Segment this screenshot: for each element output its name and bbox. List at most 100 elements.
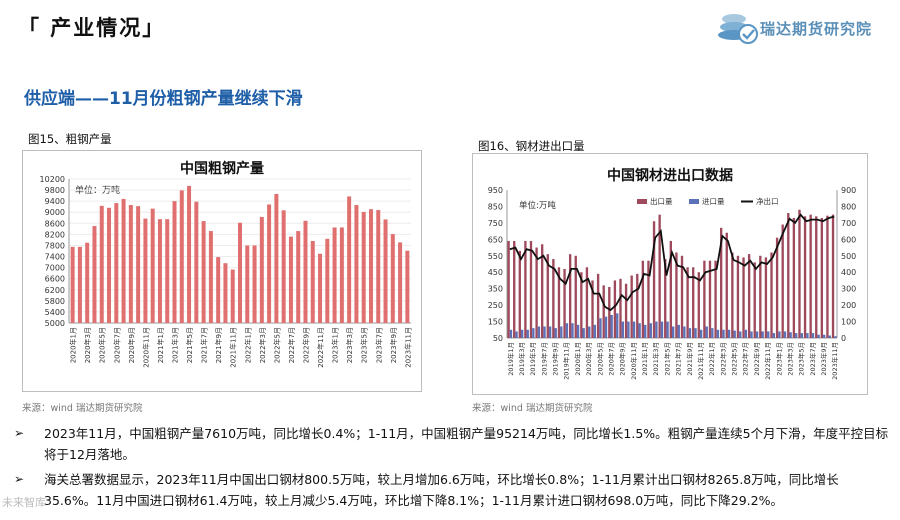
bar xyxy=(237,222,243,323)
bar-import xyxy=(711,328,714,338)
bar-export xyxy=(719,227,723,338)
bar-import xyxy=(699,329,703,338)
bar xyxy=(143,218,148,323)
bar-import xyxy=(576,324,580,338)
bar xyxy=(136,206,141,323)
x-tick-label: 2022年9月 xyxy=(301,327,310,363)
bar xyxy=(339,227,344,323)
bar xyxy=(216,257,221,323)
bar-export xyxy=(770,252,773,338)
x-tick-label: 2022年9月 xyxy=(752,342,761,376)
x-tick-label: 2020年5月 xyxy=(595,342,604,376)
x-tick-label: 2019年7月 xyxy=(539,342,548,376)
bar xyxy=(121,198,126,323)
bar xyxy=(208,231,213,323)
bar-export xyxy=(630,275,633,338)
bar-export xyxy=(596,273,600,338)
bar xyxy=(310,241,315,323)
bar-export xyxy=(798,209,801,338)
bar-export xyxy=(820,217,824,338)
bar xyxy=(354,205,359,323)
bar-import xyxy=(588,326,591,338)
bar-export xyxy=(764,257,768,338)
bar-export xyxy=(602,285,605,338)
bar-import xyxy=(795,333,798,338)
bar-export xyxy=(652,221,656,338)
x-tick-label: 2022年3月 xyxy=(718,342,727,376)
bar xyxy=(332,227,337,323)
y-tick-label: 8600 xyxy=(45,219,65,228)
bar xyxy=(128,205,133,323)
bar-import xyxy=(761,331,764,338)
bar-import xyxy=(571,323,574,338)
bar xyxy=(201,221,206,323)
bar-import xyxy=(666,321,669,338)
x-tick-label: 2021年11月 xyxy=(229,327,238,368)
bar-export xyxy=(557,267,561,338)
bar xyxy=(187,185,192,323)
bar-import xyxy=(739,331,742,338)
x-tick-label: 2019年1月 xyxy=(506,342,515,376)
x-tick-label: 2022年11月 xyxy=(316,327,325,368)
bar-export xyxy=(641,260,645,338)
bar xyxy=(390,234,395,323)
bar-export xyxy=(714,260,717,338)
legend-swatch-import xyxy=(689,199,699,204)
chart-title: 中国粗钢产量 xyxy=(180,160,264,177)
y-tick-label: 8200 xyxy=(45,230,65,239)
x-tick-label: 2023年9月 xyxy=(819,342,828,376)
x-tick-label: 2022年3月 xyxy=(258,327,267,363)
y-tick-label: 6600 xyxy=(45,275,65,284)
x-tick-label: 2023年1月 xyxy=(331,327,340,363)
x-tick-label: 2021年3月 xyxy=(171,327,180,363)
x-tick-label: 2019年11月 xyxy=(562,342,571,380)
bar-import xyxy=(828,335,831,338)
x-tick-label: 2022年7月 xyxy=(741,342,750,376)
bar xyxy=(405,250,410,323)
bar-import xyxy=(554,328,557,338)
bar-import xyxy=(767,331,770,338)
bar-import xyxy=(677,324,680,338)
bar xyxy=(85,242,90,323)
bar-export xyxy=(809,214,812,338)
bar-export xyxy=(624,283,628,338)
bar-import xyxy=(649,323,652,338)
bar-import xyxy=(644,324,647,338)
y-right-tick-label: 500 xyxy=(841,252,856,261)
y-left-tick-label: 350 xyxy=(488,285,503,294)
bar-import xyxy=(616,313,619,338)
y-right-tick-label: 200 xyxy=(841,301,856,310)
x-tick-label: 2021年9月 xyxy=(685,342,694,376)
bar-export xyxy=(703,260,706,338)
x-tick-label: 2021年7月 xyxy=(200,327,209,363)
bar-import xyxy=(599,318,602,338)
chart-crude-steel: 中国粗钢产量单位：万吨50005400580062006600700074007… xyxy=(40,160,413,368)
bar-import xyxy=(744,329,748,338)
x-tick-label: 2020年1月 xyxy=(573,342,582,376)
bar-import xyxy=(655,321,658,338)
x-tick-label: 2021年3月 xyxy=(651,342,660,376)
bar-import xyxy=(688,328,692,338)
bar xyxy=(172,201,177,323)
bar-import xyxy=(520,329,524,338)
y-tick-label: 10200 xyxy=(40,175,65,184)
bar-import xyxy=(705,326,708,338)
unit-label: 单位:万吨 xyxy=(519,200,556,211)
x-tick-label: 2021年9月 xyxy=(214,327,223,363)
bar xyxy=(194,201,199,323)
bar-export xyxy=(775,237,779,338)
x-tick-label: 2022年5月 xyxy=(730,342,739,376)
x-tick-label: 2020年5月 xyxy=(98,327,107,363)
y-tick-label: 9000 xyxy=(45,208,65,217)
bar-export xyxy=(787,213,790,338)
x-tick-label: 2020年3月 xyxy=(584,342,593,376)
bar-export xyxy=(585,267,589,338)
x-tick-label: 2020年7月 xyxy=(112,327,121,363)
bar-import xyxy=(532,328,535,338)
bar-export xyxy=(535,247,538,338)
bar-export xyxy=(619,278,622,338)
x-tick-label: 2023年3月 xyxy=(785,342,794,376)
bar-import xyxy=(543,326,546,338)
x-tick-label: 2020年1月 xyxy=(69,327,78,363)
bar-import xyxy=(834,336,837,338)
